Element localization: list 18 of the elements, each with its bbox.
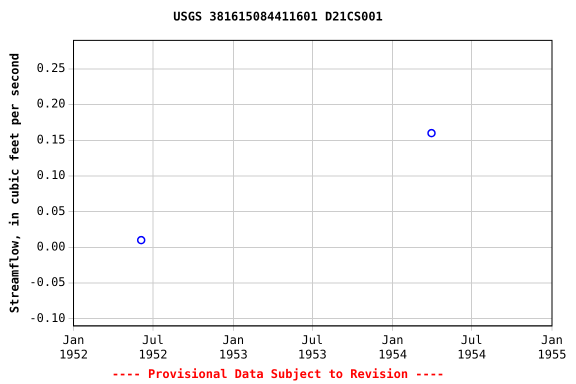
y-tick-label: 0.10 [36, 168, 66, 182]
x-tick-label: Jan 1954 [378, 333, 408, 362]
x-tick-label: Jul 1952 [138, 333, 168, 362]
y-tick-label: 0.25 [36, 61, 66, 76]
x-tick-label: Jan 1953 [218, 333, 248, 362]
x-tick-label: Jan 1952 [59, 333, 88, 362]
x-tick-label: Jan 1955 [538, 333, 566, 362]
y-tick-label: 0.05 [36, 204, 66, 218]
y-tick-label: 0.00 [36, 239, 66, 254]
text: ---- Provisional Data Subject to Revision ---- [112, 366, 444, 381]
y-axis-title: Streamflow, in cubic feet per second [7, 53, 22, 314]
y-tick-label: 0.20 [36, 96, 66, 111]
chart-title: USGS 381615084411601 D21CS001 [173, 9, 383, 24]
y-tick-label: -0.10 [29, 310, 66, 325]
x-tick-label: Jul 1954 [457, 333, 486, 362]
y-tick-label: -0.05 [29, 275, 66, 290]
x-tick-label: Jul 1953 [298, 333, 327, 362]
y-tick-label: 0.15 [36, 132, 66, 146]
